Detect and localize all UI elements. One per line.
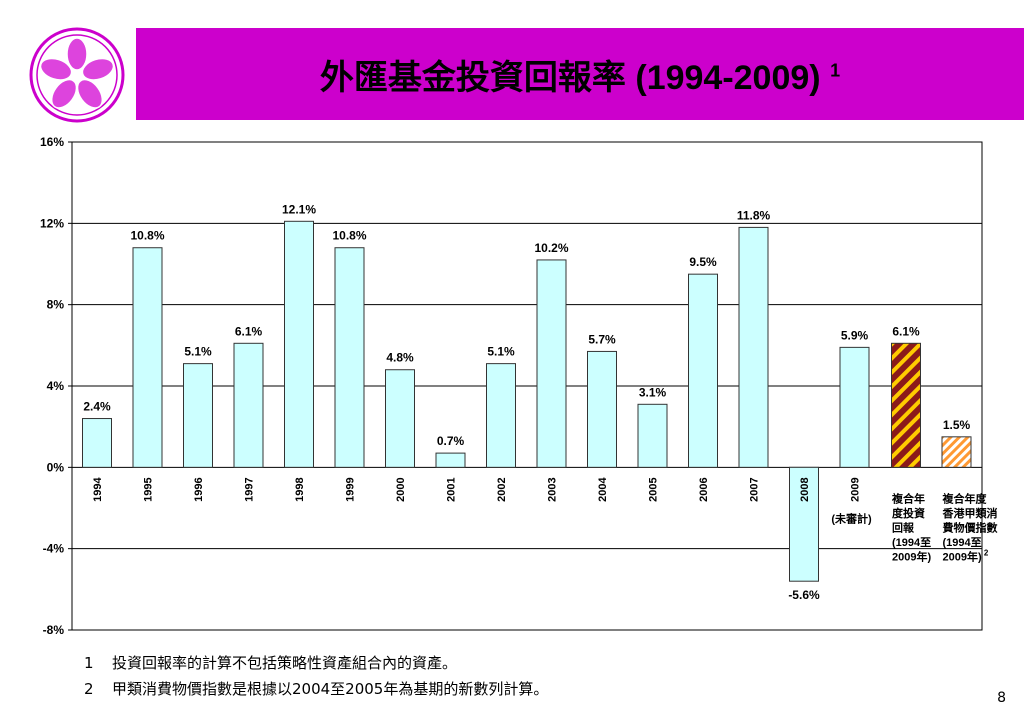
x-tick-label-2001: 2001 xyxy=(446,477,458,501)
bar-2007 xyxy=(738,226,769,468)
y-tick-label: 8% xyxy=(47,298,65,312)
x-tick-label-1996: 1996 xyxy=(193,477,205,501)
composite-bar-1 xyxy=(891,342,921,468)
data-label-1994: 2.4% xyxy=(83,400,111,414)
returns-bar-chart: -8% -4% 0% 4% 8% 12% 16% 2.4% 1994 10.8% 1995 5.1% 1… xyxy=(40,135,998,637)
footnote-number: 2 xyxy=(84,680,94,698)
composite-bar-2 xyxy=(941,436,972,468)
x-tick-label-2000: 2000 xyxy=(395,477,407,501)
data-label-2003: 10.2% xyxy=(534,241,568,255)
x-tick-label-2005: 2005 xyxy=(648,477,660,501)
composite-label-line: (1994至 xyxy=(892,536,931,549)
page-number: 8 xyxy=(997,690,1006,706)
data-label-2000: 4.8% xyxy=(386,351,414,365)
x-tick-label-2006: 2006 xyxy=(698,477,710,501)
data-label-1997: 6.1% xyxy=(235,324,263,338)
composite-label-line: 香港甲類消 xyxy=(942,506,998,520)
y-tick-label: 12% xyxy=(40,216,64,230)
footnotes: 1 投資回報率的計算不包括策略性資產組合內的資產。 2 甲類消費物價指數是根據以20… xyxy=(84,650,548,702)
grid-layer xyxy=(68,141,983,631)
title-bar: 外匯基金投資回報率 (1994-2009) 1 xyxy=(136,28,1024,120)
footnote-1: 1 投資回報率的計算不包括策略性資產組合內的資產。 xyxy=(84,650,548,676)
bar-1996 xyxy=(183,363,213,468)
data-label-2009: 5.9% xyxy=(841,328,869,342)
data-label-2007: 11.8% xyxy=(737,208,771,222)
data-label-1996: 5.1% xyxy=(184,345,212,359)
y-tick-label: 4% xyxy=(47,379,65,393)
data-label-2005: 3.1% xyxy=(639,385,667,399)
x-tick-label-2004: 2004 xyxy=(597,476,609,501)
footnote-number: 1 xyxy=(84,654,94,672)
bar-2009 xyxy=(839,346,870,468)
bar-1995 xyxy=(132,247,163,468)
composite-label-line: 2009年) 2 xyxy=(943,548,989,563)
label-layer: -8% -4% 0% 4% 8% 12% 16% 2.4% 1994 10.8% 1995 5.1% 1… xyxy=(40,135,998,637)
x-tick-label-1999: 1999 xyxy=(345,477,357,501)
data-label-2006: 9.5% xyxy=(689,255,717,269)
composite-label-line: 2009年) xyxy=(892,549,931,563)
bauhinia-logo xyxy=(28,26,126,124)
x-tick-label-2007: 2007 xyxy=(749,477,761,501)
y-tick-label: -8% xyxy=(43,623,65,637)
composite-data-label-2: 1.5% xyxy=(943,418,971,432)
bar-2005 xyxy=(637,403,668,468)
bar-1994 xyxy=(82,418,112,468)
bar-1999 xyxy=(334,247,365,468)
footnote-text: 投資回報率的計算不包括策略性資產組合內的資產。 xyxy=(112,654,458,672)
bar-2003 xyxy=(536,259,567,468)
page-title: 外匯基金投資回報率 (1994-2009) 1 xyxy=(136,50,1024,99)
x-tick-label-2008: 2008 xyxy=(799,477,811,501)
x-tick-label-1994: 1994 xyxy=(92,476,104,501)
bar-layer xyxy=(82,220,972,582)
bar-1998 xyxy=(284,220,314,468)
data-label-2008: -5.6% xyxy=(788,588,820,602)
x-tick-label-1997: 1997 xyxy=(244,477,256,501)
composite-label-line: 回報 xyxy=(892,520,915,534)
x-tick-label-2009: 2009 xyxy=(850,477,862,501)
data-label-1995: 10.8% xyxy=(130,229,164,243)
data-label-2001: 0.7% xyxy=(437,434,465,448)
composite-label-line: 費物價指數 xyxy=(942,520,998,534)
composite-label-line: 複合年度 xyxy=(942,491,988,505)
bar-2004 xyxy=(587,350,617,468)
footnote-text: 甲類消費物價指數是根據以2004至2005年為基期的新數列計算。 xyxy=(112,680,549,698)
data-label-1998: 12.1% xyxy=(282,202,316,216)
x-tick-label-2003: 2003 xyxy=(547,477,559,501)
composite-label-line: (1994至 xyxy=(943,536,982,549)
composite-label-line: 複合年 xyxy=(891,491,925,505)
bar-1997 xyxy=(233,342,264,468)
bar-2008 xyxy=(789,466,819,582)
x-tick-label-1995: 1995 xyxy=(143,477,155,501)
footnote-2: 2 甲類消費物價指數是根據以2004至2005年為基期的新數列計算。 xyxy=(84,676,548,702)
bar-2001 xyxy=(435,452,466,468)
bar-2002 xyxy=(486,363,516,468)
composite-data-label-1: 6.1% xyxy=(892,324,920,338)
y-tick-label: -4% xyxy=(43,542,65,556)
x-tick-label-2002: 2002 xyxy=(496,477,508,501)
y-tick-label: 16% xyxy=(40,135,64,149)
composite-label-line: 度投資 xyxy=(892,506,925,520)
y-tick-label: 0% xyxy=(47,460,65,474)
bar-2006 xyxy=(688,273,718,468)
category-note-2009: (未審計) xyxy=(831,511,872,525)
data-label-2004: 5.7% xyxy=(588,332,616,346)
x-tick-label-1998: 1998 xyxy=(294,477,306,501)
data-label-1999: 10.8% xyxy=(332,229,366,243)
composite-label-superscript: 2 xyxy=(982,548,989,557)
data-label-2002: 5.1% xyxy=(487,345,515,359)
title-main: 外匯基金投資回報率 (1994-2009) xyxy=(319,59,821,97)
title-superscript: 1 xyxy=(830,60,841,81)
bar-2000 xyxy=(385,369,415,468)
